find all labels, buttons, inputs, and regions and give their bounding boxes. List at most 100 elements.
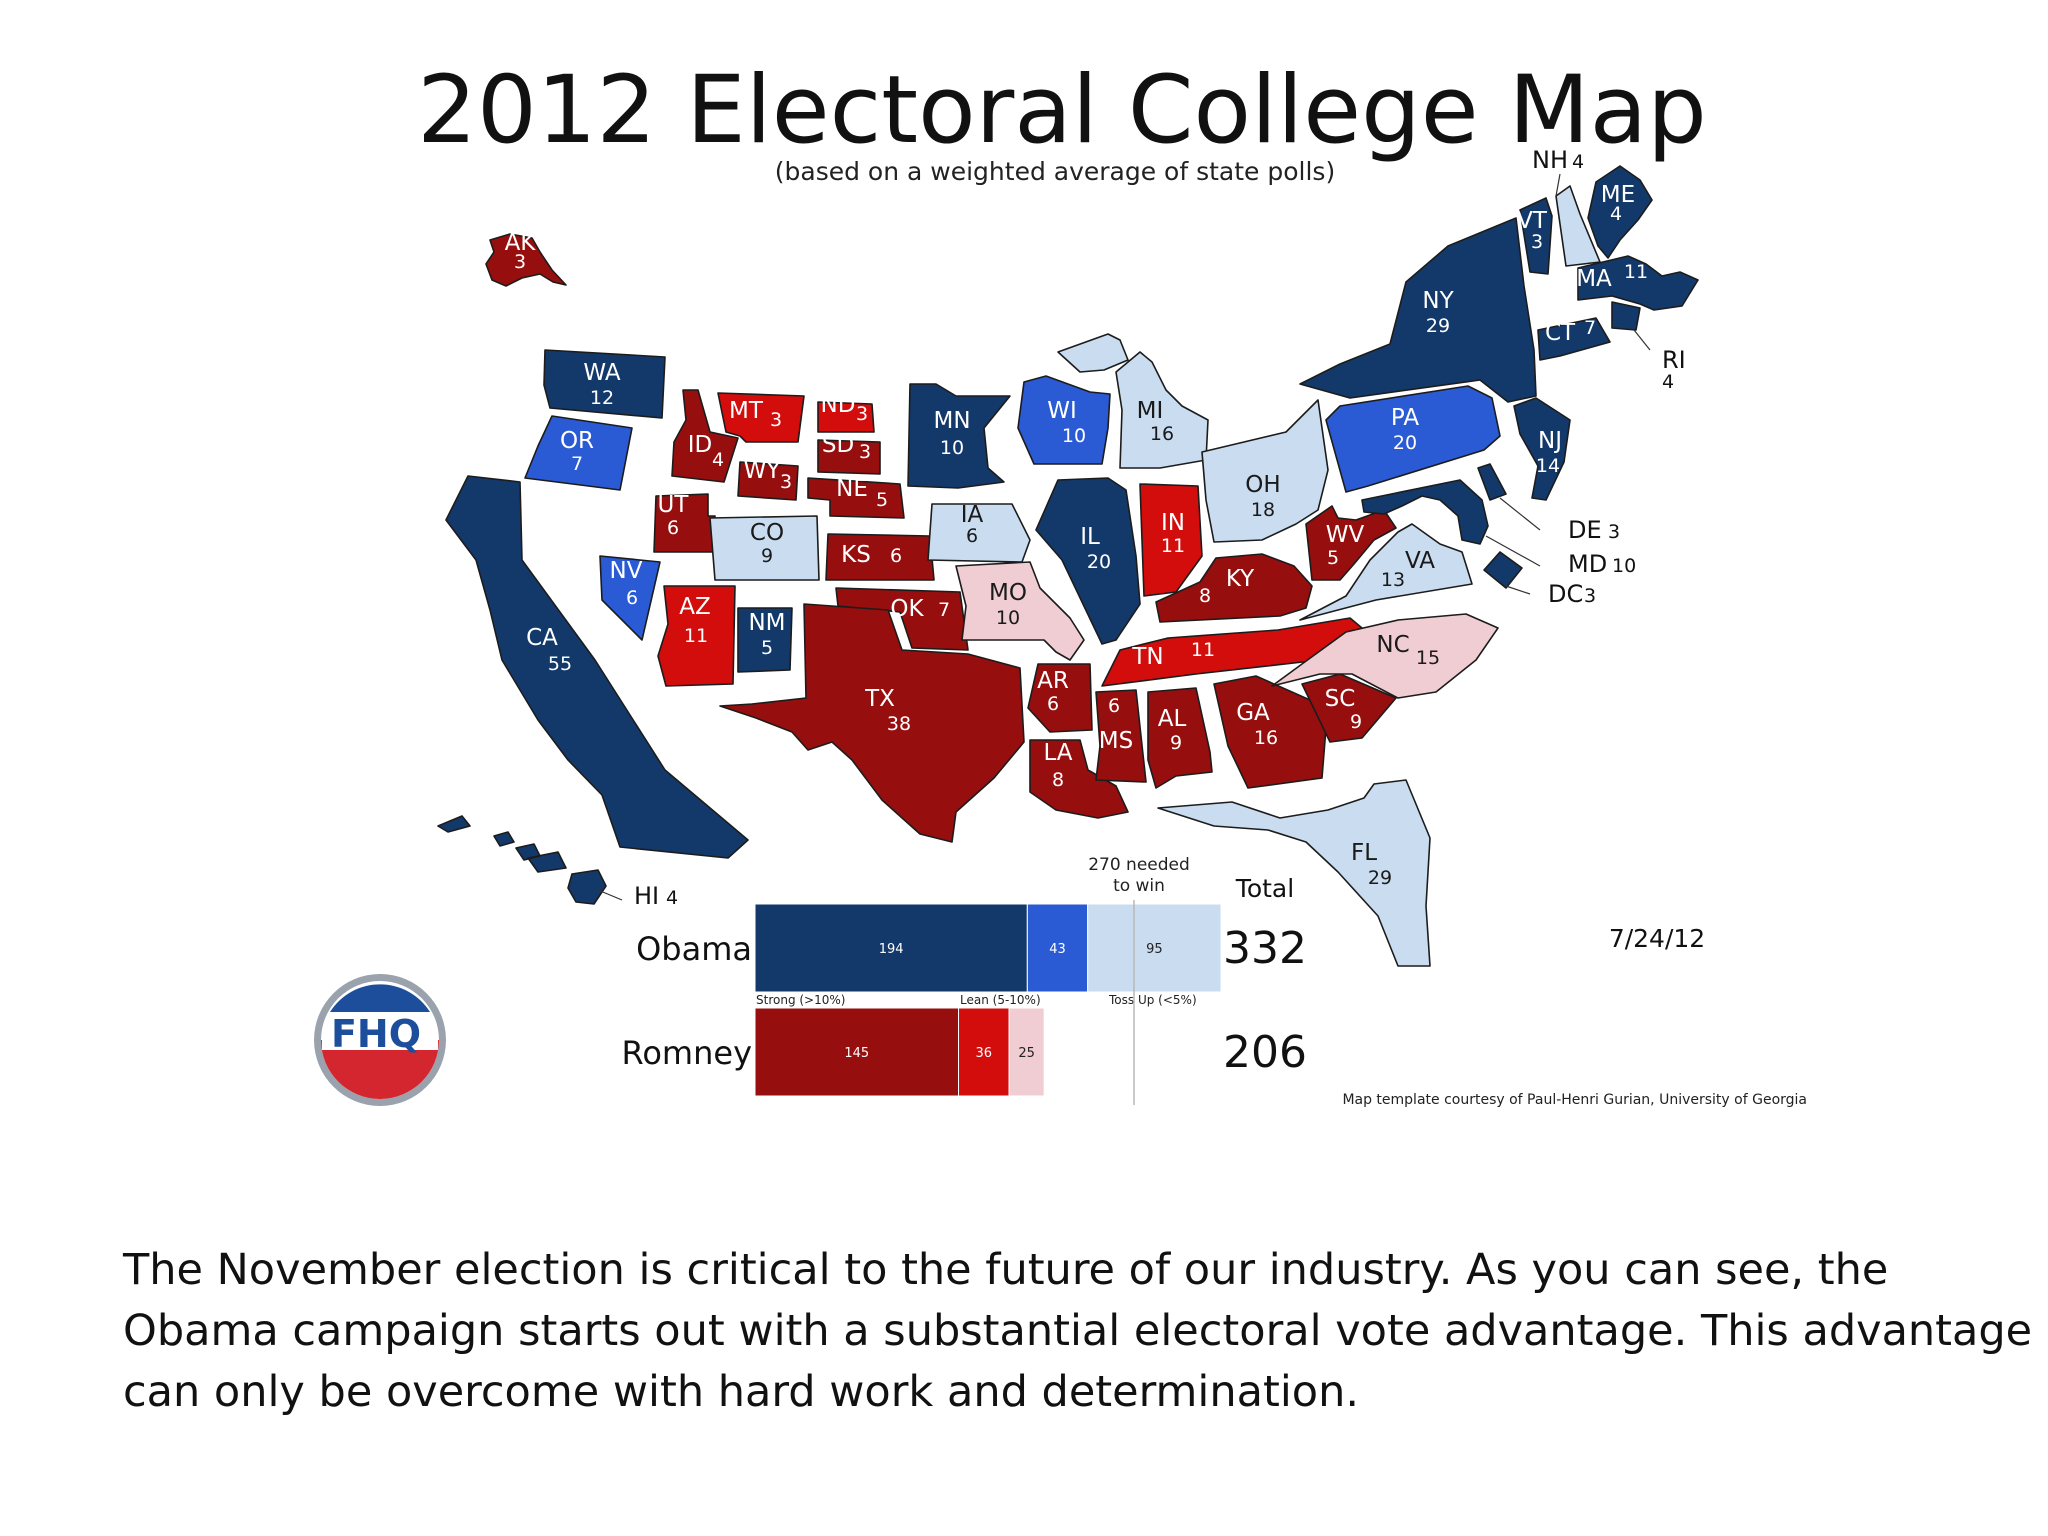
segment-label-tossup: Toss Up (<5%) — [1108, 993, 1197, 1007]
state-label-wy: WY — [744, 458, 782, 484]
state-label-me: ME — [1601, 182, 1635, 208]
state-label-ky: KY — [1226, 566, 1255, 592]
state-ev-mn: 10 — [940, 437, 964, 459]
state-wi — [1017, 375, 1111, 465]
state-label-mi: MI — [1137, 398, 1164, 424]
state-vt — [1519, 197, 1553, 275]
state-label-la: LA — [1043, 740, 1072, 766]
state-ev-nc: 15 — [1416, 647, 1440, 669]
fhq-logo: FHQ — [314, 974, 446, 1106]
state-ev-nj: 14 — [1536, 455, 1560, 477]
map-title: 2012 Electoral College Map — [417, 56, 1707, 165]
state-ev-ma: 11 — [1624, 261, 1648, 283]
state-label-ne: NE — [836, 476, 868, 502]
map-credit: Map template courtesy of Paul-Henri Guri… — [1342, 1092, 1807, 1108]
leader-line-hi — [597, 889, 623, 901]
state-tx — [719, 603, 1025, 843]
state-label-sd: SD — [822, 432, 854, 458]
state-label-ri: RI — [1662, 346, 1686, 374]
state-label-mo: MO — [989, 580, 1027, 606]
state-ky — [1155, 553, 1313, 623]
state-label-mt: MT — [729, 398, 764, 424]
state-ev-nd: 3 — [856, 403, 868, 425]
state-ev-ia: 6 — [966, 525, 978, 547]
state-ev-nh: 4 — [1572, 151, 1584, 173]
bar-romney-value-2: 36 — [976, 1046, 993, 1061]
leader-line-dc — [1505, 585, 1531, 595]
slide-caption: The November election is critical to the… — [123, 1240, 2033, 1423]
segment-label-strong: Strong (>10%) — [756, 993, 845, 1007]
state-id — [671, 389, 739, 483]
obama-name: Obama — [636, 930, 752, 968]
state-label-ak: AK — [505, 230, 537, 256]
map-date: 7/24/12 — [1609, 924, 1705, 953]
state-label-il: IL — [1080, 524, 1100, 550]
state-nm — [737, 607, 793, 673]
state-ev-va: 13 — [1381, 569, 1405, 591]
state-label-dc: DC — [1548, 580, 1583, 608]
state-ev-oh: 18 — [1251, 499, 1275, 521]
state-label-co: CO — [750, 520, 784, 546]
state-ar — [1027, 663, 1093, 733]
state-ev-ut: 6 — [667, 517, 679, 539]
state-ev-id: 4 — [712, 449, 724, 471]
state-label-wa: WA — [583, 360, 620, 386]
electoral-vote-bar-chart: 270 needed to win Total Obama Romney 332… — [622, 855, 1307, 1105]
state-de — [1477, 463, 1507, 501]
caption-line-2: Obama campaign starts out with a substan… — [123, 1306, 2033, 1356]
state-ev-il: 20 — [1087, 551, 1111, 573]
state-ri — [1611, 301, 1641, 331]
state-label-sc: SC — [1325, 686, 1356, 712]
state-label-wv: WV — [1326, 522, 1365, 548]
state-ma — [1577, 255, 1699, 311]
state-fl — [1157, 779, 1431, 967]
state-oh — [1201, 399, 1329, 543]
state-md — [1361, 479, 1489, 545]
state-label-tx: TX — [864, 686, 895, 712]
state-me — [1587, 165, 1653, 259]
state-ev-wv: 5 — [1327, 547, 1339, 569]
state-wv — [1305, 505, 1397, 581]
state-label-nd: ND — [821, 392, 856, 418]
bar-romney-value-3: 25 — [1018, 1046, 1035, 1061]
threshold-label-line1: 270 needed — [1088, 855, 1190, 875]
state-ev-pa: 20 — [1393, 432, 1417, 454]
state-label-nv: NV — [610, 558, 643, 584]
state-label-tn: TN — [1131, 644, 1163, 670]
state-ev-in: 11 — [1161, 535, 1185, 557]
segment-label-lean: Lean (5-10%) — [960, 993, 1041, 1007]
state-va — [1299, 523, 1473, 621]
state-label-or: OR — [560, 428, 594, 454]
state-label-nc: NC — [1376, 632, 1409, 658]
obama-total: 332 — [1223, 923, 1307, 974]
state-nd — [817, 401, 875, 433]
state-ev-wi: 10 — [1062, 425, 1086, 447]
state-ak — [485, 233, 567, 287]
state-nc — [1271, 613, 1499, 699]
state-mo — [955, 561, 1085, 661]
state-label-ut: UT — [658, 492, 690, 518]
state-pa — [1325, 385, 1501, 493]
state-ev-hi: 4 — [666, 887, 678, 909]
state-ev-mi: 16 — [1150, 423, 1174, 445]
state-label-ok: OK — [890, 596, 924, 622]
state-ct — [1537, 317, 1611, 361]
state-dc — [1483, 551, 1523, 589]
state-ev-sc: 9 — [1350, 711, 1362, 733]
state-ev-ri: 4 — [1662, 371, 1674, 393]
state-ev-al: 9 — [1170, 732, 1182, 754]
state-label-nm: NM — [748, 610, 785, 636]
state-ca — [445, 475, 749, 859]
state-label-ms: MS — [1099, 728, 1133, 754]
state-label-al: AL — [1158, 706, 1187, 732]
state-ev-ak: 3 — [514, 251, 526, 273]
state-ks — [825, 533, 935, 581]
state-ev-sd: 3 — [859, 441, 871, 463]
bar-obama-segment-2 — [1026, 903, 1089, 993]
threshold-label-line2: to win — [1113, 876, 1165, 896]
state-ev-ct: 7 — [1584, 317, 1596, 339]
state-ev-fl: 29 — [1368, 867, 1392, 889]
state-ev-wa: 12 — [590, 387, 614, 409]
state-label-pa: PA — [1391, 405, 1419, 431]
